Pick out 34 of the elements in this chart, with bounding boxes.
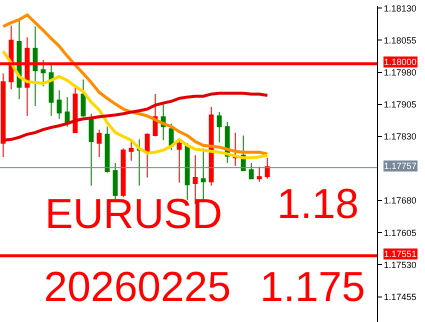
ref-line-label: 1.17757 bbox=[384, 161, 417, 171]
candlestick bbox=[248, 162, 254, 180]
candlestick bbox=[96, 129, 102, 158]
line-series bbox=[2, 13, 269, 156]
candlestick bbox=[0, 73, 6, 158]
y-tick-label: 1.17680 bbox=[384, 196, 416, 206]
line-series bbox=[2, 92, 269, 142]
ref-line-label: 1.18000 bbox=[384, 57, 417, 67]
candlestick bbox=[88, 113, 94, 186]
candlestick bbox=[120, 148, 126, 198]
y-tick-label: 1.17530 bbox=[384, 260, 416, 270]
y-tick-label: 1.17830 bbox=[384, 132, 416, 142]
candlestick bbox=[136, 138, 142, 186]
candlestick bbox=[104, 126, 110, 174]
annotation: EURUSD bbox=[45, 190, 222, 237]
y-tick-label: 1.17980 bbox=[384, 67, 416, 78]
candlestick bbox=[80, 79, 86, 118]
candlestick bbox=[40, 59, 46, 87]
ref-line-label: 1.17551 bbox=[384, 249, 417, 259]
candlestick bbox=[264, 157, 270, 180]
y-tick-label: 1.18130 bbox=[384, 3, 416, 14]
candlestick bbox=[32, 26, 38, 107]
annotation: 20260225 bbox=[44, 263, 231, 310]
y-tick-label: 1.17905 bbox=[384, 100, 416, 110]
candlestick bbox=[216, 112, 222, 143]
line-series bbox=[2, 50, 269, 160]
y-tick-label: 1.17605 bbox=[384, 228, 416, 238]
text: 1.18 bbox=[277, 180, 359, 227]
candlestick bbox=[56, 90, 62, 120]
candlestick bbox=[144, 132, 150, 178]
y-tick-label: 1.17455 bbox=[384, 292, 416, 302]
annotation: 1.175 bbox=[260, 263, 366, 310]
y-tick-label: 1.18055 bbox=[384, 35, 416, 46]
candlestick bbox=[256, 166, 262, 182]
